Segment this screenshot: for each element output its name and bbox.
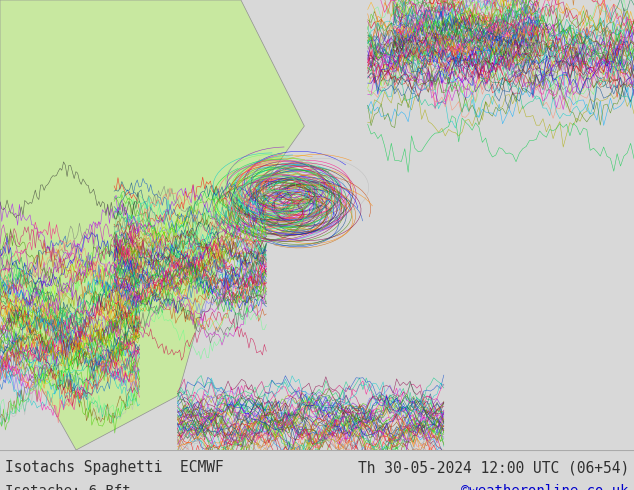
Text: Isotachs Spaghetti  ECMWF: Isotachs Spaghetti ECMWF [5,460,224,475]
Polygon shape [0,0,304,450]
Text: Th 30-05-2024 12:00 UTC (06+54): Th 30-05-2024 12:00 UTC (06+54) [358,460,629,475]
Text: ©weatheronline.co.uk: ©weatheronline.co.uk [462,484,629,490]
Text: Isotache: 6 Bft: Isotache: 6 Bft [5,484,131,490]
